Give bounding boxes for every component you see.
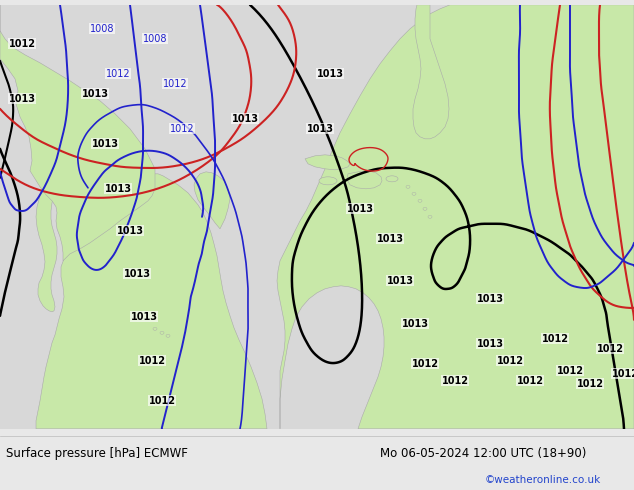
- Text: 1012: 1012: [496, 356, 524, 366]
- Text: 1012: 1012: [411, 359, 439, 369]
- Ellipse shape: [319, 177, 337, 185]
- Ellipse shape: [423, 207, 427, 210]
- Polygon shape: [0, 5, 155, 261]
- Text: 1013: 1013: [347, 204, 373, 214]
- Text: 1013: 1013: [131, 312, 157, 322]
- Text: 1012: 1012: [138, 356, 165, 366]
- Text: Mo 06-05-2024 12:00 UTC (18+90): Mo 06-05-2024 12:00 UTC (18+90): [380, 447, 587, 460]
- Text: 1013: 1013: [124, 269, 150, 279]
- Text: 1013: 1013: [387, 276, 413, 286]
- Text: 1013: 1013: [377, 234, 403, 244]
- Ellipse shape: [428, 215, 432, 219]
- Text: 1013: 1013: [91, 139, 119, 149]
- Ellipse shape: [166, 334, 170, 337]
- Text: 1013: 1013: [8, 94, 36, 104]
- Text: 1013: 1013: [306, 124, 333, 134]
- Text: 1008: 1008: [143, 34, 167, 44]
- Text: 1012: 1012: [557, 366, 583, 376]
- Text: 1012: 1012: [106, 69, 131, 79]
- Text: 1012: 1012: [576, 379, 604, 389]
- Polygon shape: [277, 5, 634, 429]
- Text: 1012: 1012: [170, 124, 194, 134]
- Text: 1013: 1013: [477, 339, 503, 349]
- Ellipse shape: [153, 327, 157, 330]
- Polygon shape: [194, 172, 230, 229]
- Polygon shape: [347, 171, 382, 189]
- Polygon shape: [36, 174, 267, 429]
- Polygon shape: [305, 155, 350, 170]
- Text: 1013: 1013: [401, 319, 429, 329]
- Text: 1012: 1012: [8, 39, 36, 49]
- Text: 1012: 1012: [163, 79, 187, 89]
- Text: 1013: 1013: [477, 294, 503, 304]
- Text: 1012: 1012: [612, 369, 634, 379]
- Text: 1012: 1012: [597, 344, 623, 354]
- Ellipse shape: [160, 331, 164, 334]
- Ellipse shape: [418, 199, 422, 202]
- Text: 1013: 1013: [82, 89, 108, 99]
- Text: 1013: 1013: [105, 184, 131, 194]
- Polygon shape: [413, 5, 449, 139]
- Text: 1012: 1012: [541, 334, 569, 344]
- Text: 1008: 1008: [90, 24, 114, 34]
- Text: 1013: 1013: [231, 114, 259, 124]
- Ellipse shape: [412, 193, 416, 196]
- Text: 1012: 1012: [148, 396, 176, 406]
- Text: 1012: 1012: [441, 376, 469, 386]
- Text: 1012: 1012: [517, 376, 543, 386]
- Text: 1013: 1013: [316, 69, 344, 79]
- Text: ©weatheronline.co.uk: ©weatheronline.co.uk: [485, 475, 601, 485]
- Text: 1013: 1013: [117, 226, 143, 236]
- Ellipse shape: [386, 176, 398, 182]
- Ellipse shape: [406, 185, 410, 188]
- Polygon shape: [36, 99, 57, 312]
- Text: Surface pressure [hPa] ECMWF: Surface pressure [hPa] ECMWF: [6, 447, 188, 460]
